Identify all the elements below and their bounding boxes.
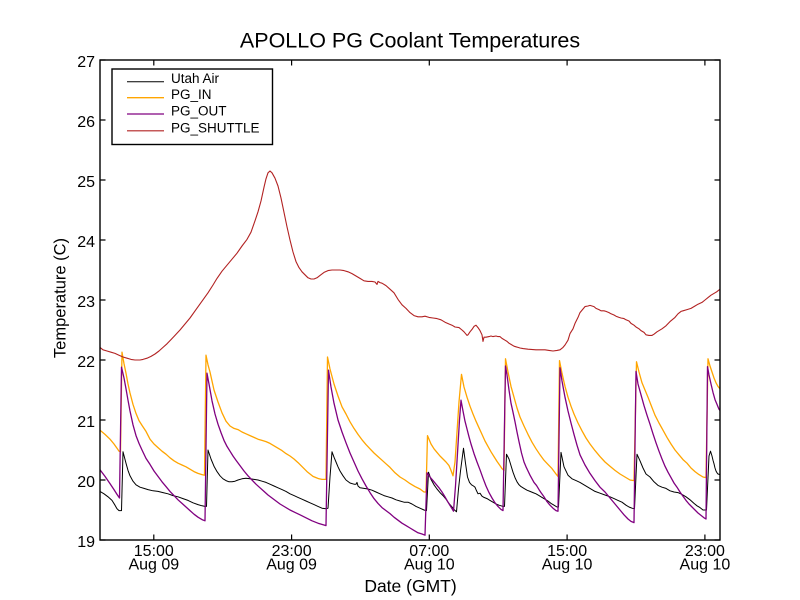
svg-text:15:00: 15:00 bbox=[134, 543, 174, 560]
svg-text:Aug 10: Aug 10 bbox=[680, 557, 731, 574]
svg-text:23:00: 23:00 bbox=[272, 543, 312, 560]
svg-text:27: 27 bbox=[77, 54, 95, 71]
svg-text:22: 22 bbox=[77, 354, 95, 371]
svg-text:PG_OUT: PG_OUT bbox=[171, 104, 227, 119]
svg-text:15:00: 15:00 bbox=[547, 543, 587, 560]
svg-text:24: 24 bbox=[77, 234, 95, 251]
svg-text:Aug 09: Aug 09 bbox=[266, 557, 317, 574]
svg-text:Aug 10: Aug 10 bbox=[404, 557, 455, 574]
svg-text:Aug 09: Aug 09 bbox=[128, 557, 179, 574]
svg-text:20: 20 bbox=[77, 474, 95, 491]
svg-text:26: 26 bbox=[77, 114, 95, 131]
svg-text:19: 19 bbox=[77, 534, 95, 551]
svg-text:23:00: 23:00 bbox=[685, 543, 725, 560]
svg-text:Aug 10: Aug 10 bbox=[542, 557, 593, 574]
svg-text:PG_SHUTTLE: PG_SHUTTLE bbox=[171, 120, 260, 135]
svg-text:07:00: 07:00 bbox=[409, 543, 449, 560]
svg-text:25: 25 bbox=[77, 174, 95, 191]
svg-text:Temperature (C): Temperature (C) bbox=[52, 238, 70, 358]
svg-text:23: 23 bbox=[77, 294, 95, 311]
svg-text:Utah Air: Utah Air bbox=[171, 71, 220, 86]
svg-text:21: 21 bbox=[77, 414, 95, 431]
svg-text:PG_IN: PG_IN bbox=[171, 87, 212, 102]
svg-text:APOLLO PG Coolant Temperatures: APOLLO PG Coolant Temperatures bbox=[240, 29, 580, 53]
svg-text:Date (GMT): Date (GMT) bbox=[364, 576, 456, 596]
